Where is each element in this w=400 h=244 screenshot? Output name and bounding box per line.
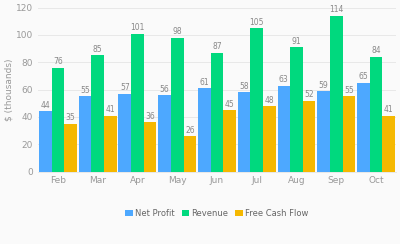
Bar (184, 136, 196, 172)
Bar (238, 92, 250, 172)
Text: 114: 114 (329, 6, 343, 14)
Y-axis label: $ (thousands): $ (thousands) (4, 58, 13, 121)
Text: 35: 35 (66, 113, 76, 122)
Text: 57: 57 (120, 83, 130, 92)
Bar (104, 116, 117, 172)
Text: 36: 36 (145, 112, 155, 121)
Text: 48: 48 (264, 96, 274, 105)
Bar (330, 16, 342, 172)
Text: 91: 91 (292, 37, 301, 46)
Legend: Net Profit, Revenue, Free Cash Flow: Net Profit, Revenue, Free Cash Flow (122, 205, 312, 221)
Bar (342, 96, 355, 172)
Text: 105: 105 (250, 18, 264, 27)
Bar (131, 34, 144, 172)
Bar (317, 91, 330, 172)
Bar (158, 95, 171, 172)
Text: 101: 101 (130, 23, 145, 32)
Text: 26: 26 (185, 126, 195, 135)
Bar (382, 116, 395, 172)
Text: 41: 41 (106, 105, 115, 114)
Bar (357, 83, 370, 172)
Bar (303, 101, 315, 172)
Bar (39, 112, 52, 172)
Bar (144, 122, 156, 172)
Bar (91, 55, 104, 172)
Text: 63: 63 (279, 75, 289, 84)
Bar (223, 110, 236, 172)
Text: 87: 87 (212, 42, 222, 51)
Text: 76: 76 (53, 57, 63, 66)
Bar (198, 88, 211, 172)
Text: 56: 56 (160, 85, 170, 94)
Bar (171, 38, 184, 172)
Bar (64, 124, 77, 172)
Text: 85: 85 (93, 45, 102, 54)
Bar (211, 53, 223, 172)
Text: 59: 59 (319, 81, 328, 90)
Text: 58: 58 (239, 82, 249, 91)
Bar (118, 94, 131, 172)
Text: 52: 52 (304, 90, 314, 99)
Bar (370, 57, 382, 172)
Text: 41: 41 (384, 105, 393, 114)
Text: 55: 55 (80, 86, 90, 95)
Text: 55: 55 (344, 86, 354, 95)
Bar (250, 28, 263, 172)
Text: 45: 45 (225, 100, 234, 109)
Text: 65: 65 (358, 72, 368, 81)
Bar (52, 68, 64, 172)
Text: 84: 84 (371, 46, 381, 55)
Bar (263, 106, 276, 172)
Text: 44: 44 (40, 101, 50, 110)
Text: 61: 61 (200, 78, 209, 87)
Text: 98: 98 (172, 27, 182, 36)
Bar (290, 47, 303, 172)
Bar (278, 85, 290, 172)
Bar (79, 96, 91, 172)
